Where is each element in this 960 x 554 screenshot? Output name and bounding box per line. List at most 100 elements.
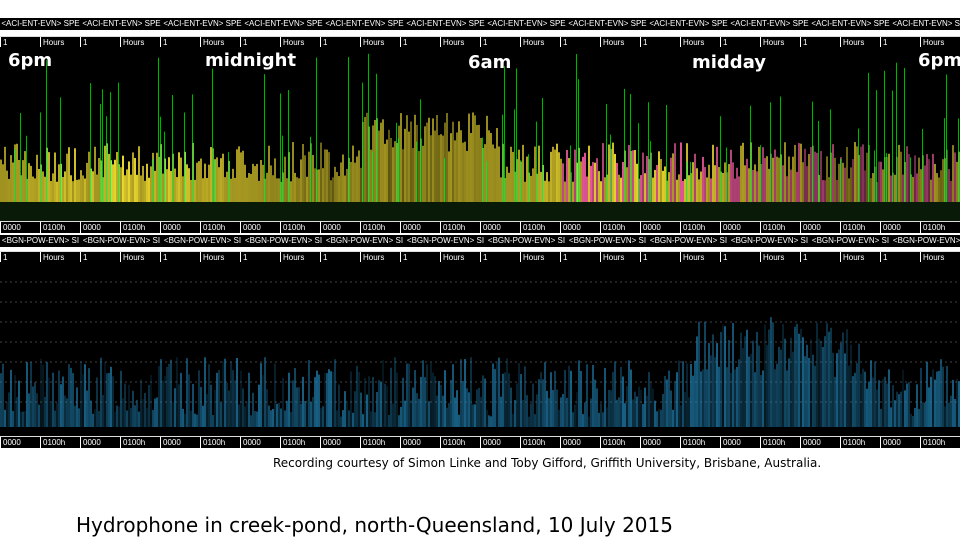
top-spectrogram-column <box>460 130 462 202</box>
top-spectrogram-column <box>682 180 684 202</box>
bottom-header-label: <BGN-POW-EVN> SI <box>730 236 809 245</box>
top-spectrogram-column <box>384 143 386 202</box>
bottom-spectrogram-column <box>684 391 686 427</box>
bottom-spectrogram-column <box>590 398 592 427</box>
bottom-spectrogram-column <box>474 404 476 427</box>
bottom-spectrogram-column <box>638 386 640 427</box>
top-spectrogram-column <box>796 171 798 202</box>
top-time-tick-label: 0000 <box>800 222 840 233</box>
top-spectrogram-column <box>822 180 824 202</box>
bottom-spectrogram-column <box>164 375 166 427</box>
top-spectrogram-column <box>802 162 804 202</box>
bottom-spectrogram-column <box>200 386 202 427</box>
top-spectrogram-column <box>44 176 46 202</box>
top-spectrogram-spike <box>416 141 417 202</box>
bottom-spectrogram-column <box>274 363 276 427</box>
top-spectrogram-column <box>758 146 760 202</box>
bottom-spectrogram-column <box>768 329 770 427</box>
top-spectrogram-column <box>594 162 596 202</box>
bottom-spectrogram-column <box>168 364 170 427</box>
bottom-spectrogram-column <box>876 389 878 427</box>
top-spectrogram-column <box>526 156 528 202</box>
top-spectrogram-column <box>836 179 838 202</box>
top-spectrogram-column <box>406 115 408 202</box>
bottom-spectrogram-column <box>866 388 868 427</box>
bottom-spectrogram-column <box>516 383 518 427</box>
bottom-spectrogram-column <box>916 384 918 427</box>
bottom-spectrogram-column <box>570 370 572 427</box>
top-spectrogram-spike <box>502 114 503 202</box>
bottom-spectrogram-column <box>712 334 714 427</box>
top-spectrogram-column <box>88 151 90 202</box>
bottom-spectrogram-column <box>744 336 746 427</box>
top-spectrogram-column <box>512 151 514 202</box>
top-spectrogram-column <box>820 150 822 202</box>
top-spectrogram-column <box>356 156 358 202</box>
bottom-spectrogram-column <box>692 375 694 427</box>
top-spectrogram-column <box>136 174 138 202</box>
top-spectrogram-column <box>772 157 774 202</box>
bottom-spectrogram-column <box>472 404 474 427</box>
top-spectrogram-column <box>268 145 270 202</box>
top-spectrogram-column <box>166 169 168 202</box>
bottom-spectrogram-column <box>324 372 326 427</box>
bottom-spectrogram-column <box>852 376 854 427</box>
bottom-time-tick-label: 0100h <box>40 437 80 448</box>
bottom-spectrogram-column <box>182 408 184 427</box>
bottom-spectrogram-column <box>656 411 658 427</box>
top-header-label: <ACI-ENT-EVN> SPE <box>82 19 161 28</box>
top-spectrogram-column <box>742 142 744 202</box>
top-header-label: <ACI-ENT-EVN> SPE <box>1 19 80 28</box>
top-spectrogram-column <box>564 181 566 202</box>
bottom-spectrogram-column <box>704 321 706 427</box>
bottom-spectrogram-column <box>126 410 128 427</box>
top-spectrogram-column <box>844 167 846 202</box>
bottom-spectrogram-column <box>716 343 718 427</box>
top-spectrogram-column <box>616 163 618 202</box>
top-spectrogram-column <box>378 130 380 202</box>
top-spectrogram-column <box>290 181 292 202</box>
bottom-spectrogram-column <box>452 364 454 427</box>
bottom-spectrogram-column <box>642 404 644 427</box>
bottom-spectrogram-column <box>50 402 52 427</box>
bottom-spectrogram-column <box>296 387 298 427</box>
top-header-label: <ACI-ENT-EVN> SPE <box>487 19 566 28</box>
bottom-spectrogram-column <box>150 374 152 427</box>
bottom-spectrogram-column <box>170 359 172 427</box>
bottom-spectrogram-column <box>28 393 30 427</box>
top-spectrogram-spike <box>648 102 649 202</box>
top-panel-time-ticks: 0000 0100h 0000 0100h 0000 0100h 0000 0100h 0000… <box>0 221 960 233</box>
bottom-spectrogram-column <box>248 372 250 427</box>
top-spectrogram-spike <box>192 94 193 202</box>
bottom-spectrogram-column <box>282 377 284 427</box>
bottom-spectrogram-column <box>406 363 408 427</box>
top-spectrogram-column <box>68 147 70 202</box>
top-spectrogram-column <box>272 175 274 202</box>
top-spectrogram-column <box>388 129 390 202</box>
top-spectrogram-column <box>618 174 620 202</box>
top-spectrogram-column <box>810 147 812 202</box>
top-spectrogram-column <box>8 178 10 202</box>
bottom-spectrogram-column <box>954 399 956 427</box>
bottom-spectrogram-column <box>840 342 842 427</box>
top-spectrogram-column <box>800 143 802 202</box>
bottom-spectrogram-column <box>756 331 758 427</box>
bottom-spectrogram-column <box>936 371 938 427</box>
bottom-time-tick-label: 0000 <box>480 437 520 448</box>
top-spectrogram-column <box>824 180 826 202</box>
top-spectrogram-column <box>918 157 920 202</box>
top-hour-tick-label: Hours <box>360 37 400 48</box>
bottom-spectrogram-column <box>404 400 406 427</box>
top-spectrogram-column <box>242 150 244 202</box>
bottom-spectrogram-column <box>138 411 140 427</box>
top-spectrogram-spike <box>444 158 445 202</box>
bottom-spectrogram-column <box>456 390 458 427</box>
top-spectrogram-column <box>124 175 126 202</box>
top-spectrogram-column <box>856 146 858 202</box>
bottom-spectrogram-column <box>92 413 94 427</box>
top-spectrogram-column <box>162 173 164 202</box>
top-spectrogram-column <box>226 171 228 202</box>
top-spectrogram-column <box>468 113 470 202</box>
top-spectrogram-column <box>832 144 834 202</box>
bottom-hour-tick-label: 1 <box>880 252 920 263</box>
